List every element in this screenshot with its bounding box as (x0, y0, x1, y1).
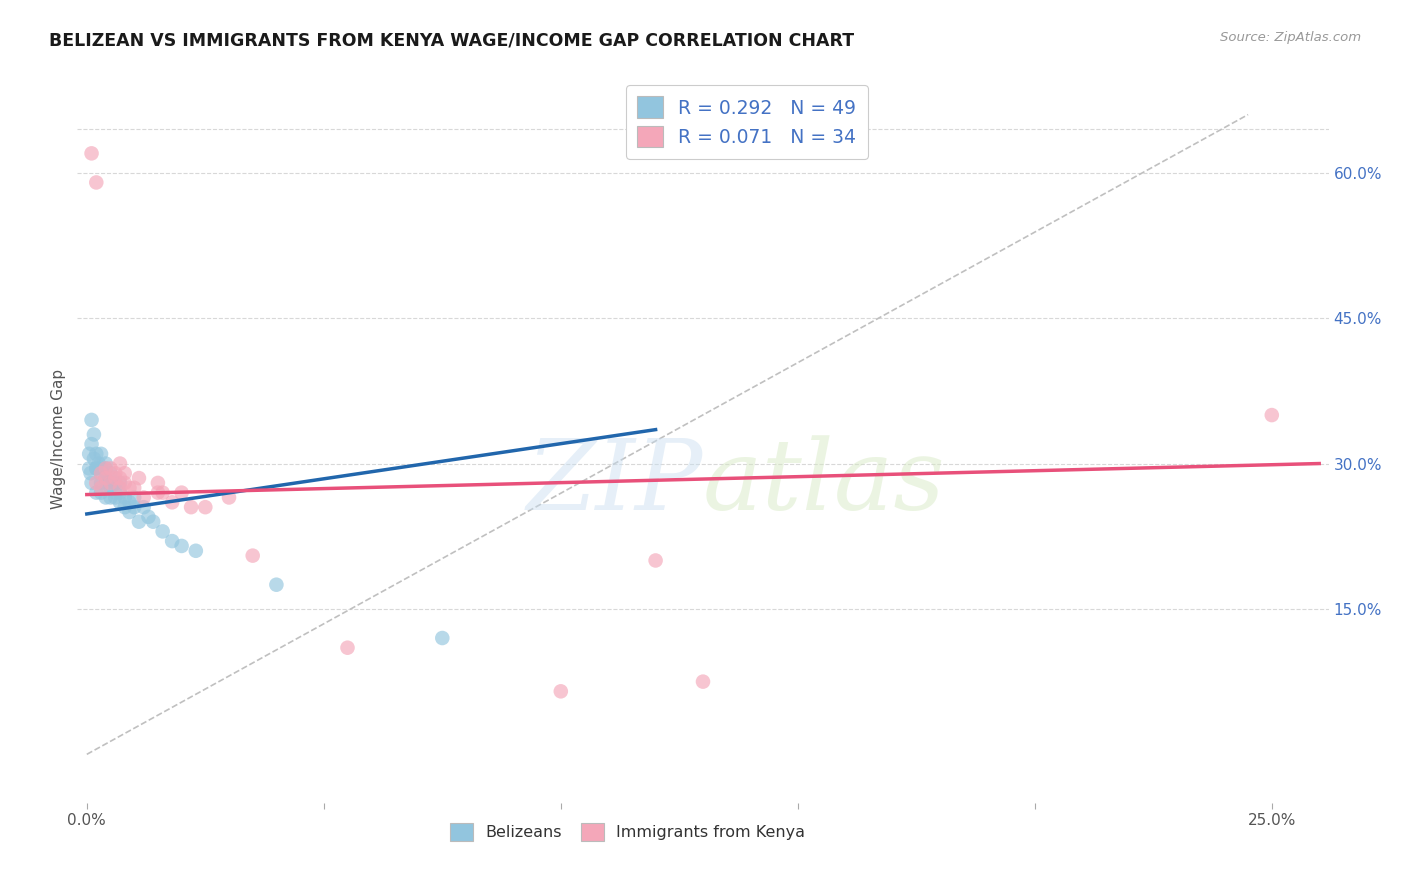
Y-axis label: Wage/Income Gap: Wage/Income Gap (51, 369, 66, 509)
Point (104, 475, 127, 490)
Point (94, 471, 117, 485)
Point (90, 475, 112, 490)
Point (94, 461, 117, 475)
Point (100, 475, 122, 490)
Point (146, 475, 169, 490)
Point (94, 461, 117, 475)
Point (83, 451, 105, 466)
Point (100, 481, 122, 495)
Point (184, 543, 207, 558)
Point (122, 491, 145, 505)
Point (84, 461, 107, 475)
Point (432, 631, 454, 645)
Point (132, 491, 155, 505)
Point (128, 515, 150, 529)
Point (90, 467, 112, 481)
Point (266, 578, 288, 592)
Point (104, 467, 127, 481)
Point (644, 553, 666, 567)
Point (108, 495, 131, 509)
Text: Source: ZipAtlas.com: Source: ZipAtlas.com (1220, 31, 1361, 45)
Point (218, 491, 240, 505)
Point (80, 413, 103, 427)
Point (128, 471, 150, 485)
Point (104, 485, 127, 500)
Point (104, 471, 127, 485)
Point (160, 534, 183, 549)
Point (180, 500, 202, 515)
Text: ZIP: ZIP (527, 435, 703, 531)
Point (114, 475, 136, 490)
Point (90, 467, 112, 481)
Point (336, 640, 359, 655)
Point (100, 475, 122, 490)
Point (114, 491, 136, 505)
Point (108, 481, 131, 495)
Point (692, 674, 714, 689)
Point (108, 471, 131, 485)
Point (194, 500, 217, 515)
Point (118, 481, 141, 495)
Point (152, 524, 174, 539)
Point (90, 485, 112, 500)
Point (118, 495, 141, 509)
Point (114, 500, 136, 515)
Point (1261, 408, 1284, 422)
Legend: Belizeans, Immigrants from Kenya: Belizeans, Immigrants from Kenya (443, 815, 814, 849)
Point (94, 491, 117, 505)
Point (122, 500, 145, 515)
Point (104, 491, 127, 505)
Point (94, 457, 117, 471)
Point (94, 475, 117, 490)
Point (132, 500, 155, 515)
Point (83, 427, 105, 442)
Point (242, 549, 264, 563)
Point (90, 461, 112, 475)
Point (108, 485, 131, 500)
Point (84, 176, 107, 190)
Point (84, 485, 107, 500)
Point (94, 471, 117, 485)
Point (170, 485, 193, 500)
Point (108, 457, 131, 471)
Point (118, 505, 141, 519)
Point (152, 485, 174, 500)
Point (142, 515, 165, 529)
Point (87, 457, 110, 471)
Point (146, 485, 169, 500)
Point (138, 509, 160, 524)
Point (108, 475, 131, 490)
Point (84, 475, 107, 490)
Point (160, 495, 183, 509)
Point (80, 475, 103, 490)
Point (100, 491, 122, 505)
Point (90, 447, 112, 461)
Point (100, 467, 122, 481)
Point (170, 539, 193, 553)
Point (84, 447, 107, 461)
Point (77, 461, 100, 475)
Point (77, 447, 100, 461)
Point (80, 437, 103, 451)
Point (122, 481, 145, 495)
Point (90, 481, 112, 495)
Point (550, 684, 572, 698)
Text: atlas: atlas (703, 435, 946, 531)
Text: BELIZEAN VS IMMIGRANTS FROM KENYA WAGE/INCOME GAP CORRELATION CHART: BELIZEAN VS IMMIGRANTS FROM KENYA WAGE/I… (49, 31, 855, 49)
Point (100, 461, 122, 475)
Point (84, 461, 107, 475)
Point (80, 146, 103, 161)
Point (79, 467, 101, 481)
Point (114, 467, 136, 481)
